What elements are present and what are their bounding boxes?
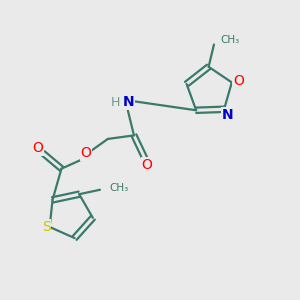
Text: S: S bbox=[42, 220, 50, 234]
Text: CH₃: CH₃ bbox=[110, 183, 129, 193]
Text: O: O bbox=[233, 74, 244, 88]
Text: CH₃: CH₃ bbox=[220, 35, 240, 45]
Text: O: O bbox=[32, 141, 43, 155]
Text: O: O bbox=[81, 146, 92, 160]
Text: N: N bbox=[123, 95, 135, 109]
Text: H: H bbox=[111, 96, 120, 109]
Text: O: O bbox=[141, 158, 152, 172]
Text: N: N bbox=[222, 108, 233, 122]
